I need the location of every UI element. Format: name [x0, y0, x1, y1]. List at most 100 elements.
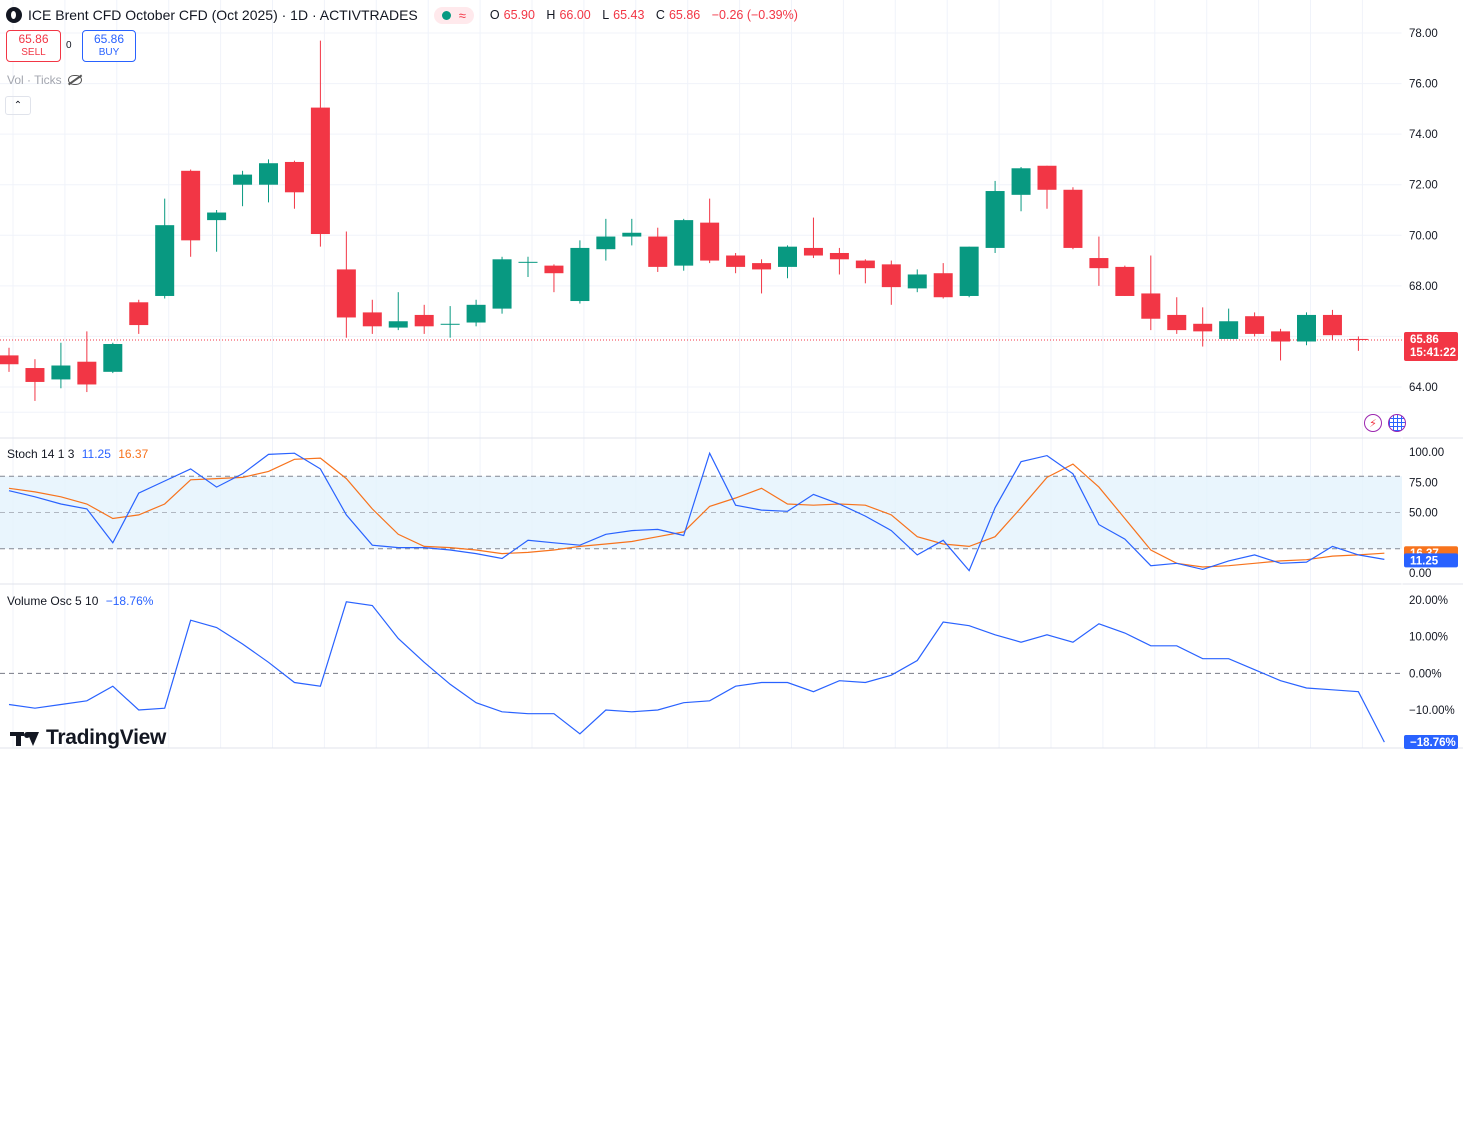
- candle: [1193, 307, 1213, 347]
- ohlc-high-label: H: [546, 8, 556, 22]
- ohlc-change: −0.26 (−0.39%): [711, 8, 798, 22]
- candle: [388, 292, 408, 331]
- tradingview-logo[interactable]: TradingView: [10, 726, 166, 750]
- candle-body: [648, 236, 668, 267]
- candle: [518, 256, 538, 278]
- ohlc-low: 65.43: [613, 8, 645, 22]
- candle: [233, 170, 253, 207]
- volume-osc-tag-text: −18.76%: [1410, 737, 1456, 749]
- chart-header: ICE Brent CFD October CFD (Oct 2025) · 1…: [6, 6, 802, 24]
- buy-price: 65.86: [93, 32, 125, 46]
- sell-label: SELL: [21, 47, 46, 58]
- candle-body: [51, 365, 71, 380]
- candle-body: [336, 269, 356, 318]
- stoch-label: Stoch 14 1 3: [7, 447, 75, 461]
- price-tick-label: 72.00: [1409, 180, 1438, 192]
- candle: [726, 252, 746, 274]
- candle-body: [103, 344, 123, 372]
- candle-body: [700, 222, 720, 261]
- stoch-layer: [8, 451, 1385, 572]
- candle-body: [881, 264, 901, 288]
- wave-icon: ≈: [458, 7, 466, 23]
- spread-value: 0: [66, 40, 72, 51]
- symbol-title[interactable]: ICE Brent CFD October CFD (Oct 2025) · 1…: [28, 7, 418, 23]
- candle: [103, 342, 123, 374]
- candle: [51, 342, 71, 389]
- ohlc-readout: O 65.90 H 66.00 L 65.43 C 65.86 −0.26 (−0.39…: [490, 8, 802, 22]
- stoch-band-fill: [0, 476, 1402, 549]
- candle-body: [1141, 293, 1161, 319]
- stoch-legend[interactable]: Stoch 14 1 3 11.25 16.37: [7, 447, 152, 461]
- candle-body: [388, 321, 408, 328]
- candle-body: [959, 246, 979, 296]
- buy-button[interactable]: 65.86 BUY: [82, 30, 136, 62]
- ohlc-close-label: C: [655, 8, 665, 22]
- chevron-up-icon: ⌃: [13, 100, 23, 111]
- candle: [1037, 165, 1057, 209]
- ohlc-open-label: O: [489, 8, 500, 22]
- sell-button[interactable]: 65.86 SELL: [6, 30, 61, 62]
- globe-grid-icon[interactable]: [1388, 414, 1406, 432]
- candle-body: [1297, 314, 1316, 342]
- candle: [77, 331, 97, 393]
- stoch-k-value: 11.25: [81, 447, 111, 461]
- hidden-eye-icon[interactable]: [67, 75, 82, 85]
- candle: [778, 245, 797, 279]
- candle: [674, 218, 694, 271]
- volume-osc-tick-label: −10.00%: [1409, 705, 1455, 717]
- price-tick-label: 70.00: [1409, 230, 1438, 242]
- candle: [700, 198, 720, 264]
- candle: [1245, 312, 1265, 337]
- candle-body: [233, 174, 253, 185]
- ohlc-close: 65.86: [668, 8, 701, 22]
- grid-layer: [0, 0, 1463, 749]
- candle-body: [1219, 321, 1239, 339]
- volume-legend[interactable]: Vol · Ticks: [7, 73, 82, 87]
- candle-body: [1115, 266, 1135, 296]
- candle: [544, 264, 564, 293]
- candle-body: [155, 225, 175, 296]
- candle-body: [362, 312, 382, 327]
- candle-body: [466, 304, 486, 323]
- candle-body: [855, 260, 875, 269]
- candle-body: [414, 314, 434, 327]
- candle: [1141, 255, 1161, 331]
- candle: [1297, 312, 1316, 346]
- collapse-legend-button[interactable]: ⌃: [5, 96, 31, 115]
- buy-label: BUY: [98, 47, 120, 58]
- candle-body: [544, 265, 564, 274]
- lightning-icon[interactable]: ⚡: [1364, 414, 1382, 432]
- candle-body: [752, 263, 772, 270]
- candle: [622, 218, 642, 246]
- candle-body: [1193, 323, 1213, 332]
- market-status-pill[interactable]: ≈: [433, 6, 474, 24]
- candle: [1089, 236, 1109, 286]
- candle-body: [1322, 314, 1342, 336]
- stoch-tick-label: 100.00: [1409, 447, 1444, 459]
- candle-body: [596, 236, 616, 250]
- volume-osc-layer: [8, 601, 1385, 743]
- candle: [466, 299, 486, 327]
- candle-body: [77, 361, 97, 385]
- stoch-tick-label: 50.00: [1409, 508, 1438, 520]
- candle-body: [1245, 316, 1265, 334]
- stoch-k-tag-text: 11.25: [1410, 555, 1439, 567]
- candle: [985, 180, 1005, 253]
- candle-body: [259, 163, 278, 185]
- candle-body: [1037, 165, 1057, 190]
- candle-body: [1271, 331, 1291, 342]
- candle: [881, 260, 901, 305]
- candle: [336, 231, 356, 338]
- volume-legend-label: Vol · Ticks: [7, 73, 62, 87]
- candle-body: [310, 107, 330, 235]
- candle-body: [933, 273, 953, 298]
- candle-body: [674, 220, 694, 266]
- last-price-tag-bg: [1404, 331, 1458, 361]
- volume-osc-legend[interactable]: Volume Osc 5 10 −18.76%: [7, 594, 157, 608]
- volume-osc-tag-bg: [1404, 735, 1458, 749]
- stoch-d-line: [8, 457, 1385, 568]
- candle-body: [284, 161, 304, 193]
- candle: [648, 227, 668, 272]
